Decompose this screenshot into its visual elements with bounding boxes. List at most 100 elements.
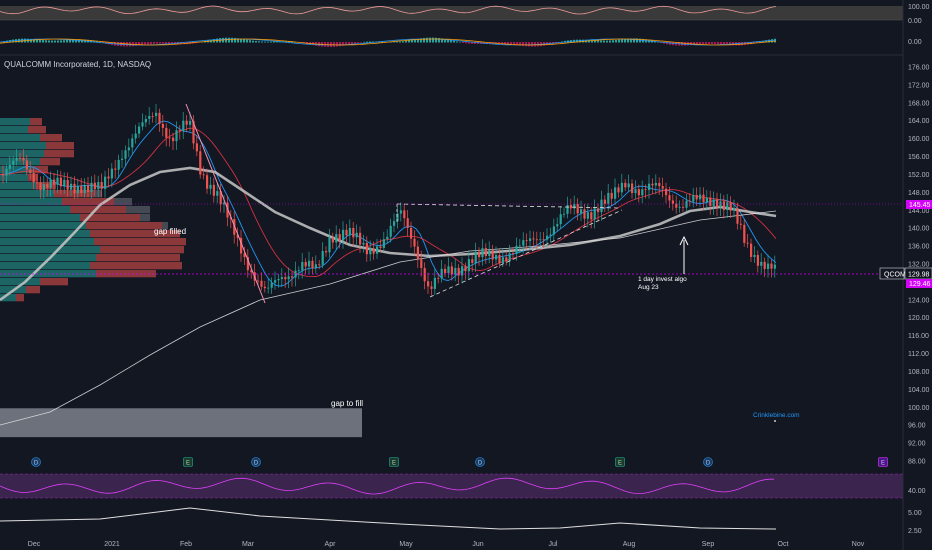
macd-histogram-bar <box>180 42 182 45</box>
candle-body <box>134 133 137 139</box>
candle-body <box>178 130 181 132</box>
candle-body <box>362 242 365 245</box>
x-axis-label: Jun <box>472 541 483 548</box>
candle-body <box>399 210 402 214</box>
macd-histogram-bar <box>744 42 746 45</box>
macd-histogram-bar <box>261 41 263 43</box>
candle-body <box>566 204 569 214</box>
dividend-badge <box>31 457 41 467</box>
macd-histogram-bar <box>228 37 230 43</box>
x-axis-label: Aug <box>623 541 636 548</box>
price-tag-upper: 145.45 <box>909 202 931 209</box>
candle-body <box>8 164 11 169</box>
volume-profile-down-bar <box>94 238 186 246</box>
candle-body <box>12 160 15 165</box>
volume-profile-down-bar <box>54 190 94 198</box>
candle-body <box>151 115 154 117</box>
candle-body <box>580 209 583 214</box>
volume-profile-down-bar <box>44 150 74 158</box>
candle-body <box>634 189 637 194</box>
macd-histogram-bar <box>444 38 446 43</box>
volume-profile-up-bar <box>0 190 54 198</box>
candle-body <box>447 266 450 274</box>
candle-body <box>206 175 209 189</box>
macd-histogram-bar <box>78 39 80 43</box>
candle-body <box>19 157 22 159</box>
ema-slow-line <box>0 127 777 278</box>
macd-histogram-bar <box>408 40 410 43</box>
candle-body <box>467 259 470 272</box>
candle-body <box>671 200 674 204</box>
candle-body <box>185 120 188 125</box>
candle-body <box>277 278 280 281</box>
candle-body <box>318 264 321 266</box>
candle-body <box>484 248 487 256</box>
macd-histogram-bar <box>519 42 521 46</box>
candle-body <box>617 187 620 193</box>
volume-profile-down-bar <box>80 214 140 222</box>
candle-body <box>263 286 266 289</box>
gap-to-fill-zone <box>0 408 362 438</box>
candle-body <box>736 208 739 224</box>
macd-histogram-bar <box>741 42 743 46</box>
price-tag-lower-bg <box>906 279 932 288</box>
dividend-badge-letter: D <box>254 461 259 467</box>
candle-body <box>614 187 617 199</box>
candle-body <box>709 197 712 206</box>
macd-histogram-bar <box>243 39 245 43</box>
candle-body <box>338 234 341 241</box>
macd-histogram-bar <box>342 42 344 46</box>
candle-body <box>240 237 243 254</box>
candle-body <box>29 169 32 174</box>
macd-histogram-bar <box>501 42 503 44</box>
macd-histogram-bar <box>249 40 251 43</box>
macd-histogram-bar <box>729 42 731 46</box>
macd-histogram-bar <box>45 40 47 43</box>
macd-histogram-bar <box>774 38 776 43</box>
earnings-badge-letter: E <box>186 461 190 467</box>
volume-profile-up-bar <box>0 198 62 206</box>
candle-body <box>508 253 511 262</box>
macd-histogram-bar <box>96 41 98 43</box>
candle-body <box>423 267 426 282</box>
candle-body <box>223 202 226 205</box>
candle-body <box>175 130 178 142</box>
volume-profile-down-bar <box>90 262 182 270</box>
candle-body <box>675 203 678 208</box>
candle-body <box>416 246 419 260</box>
candle-body <box>321 251 324 265</box>
macd-histogram-bar <box>63 40 65 43</box>
macd-histogram-bar <box>246 39 248 43</box>
macd-histogram-bar <box>336 42 338 47</box>
macd-histogram-bar <box>696 42 698 45</box>
volume-profile-up-bar <box>0 158 40 166</box>
candle-body <box>641 189 644 196</box>
candle-body <box>433 277 436 289</box>
candle-body <box>501 257 504 264</box>
price-axis-label: 100.00 <box>908 405 930 412</box>
macd-histogram-bar <box>699 42 701 45</box>
macd-histogram-bar <box>393 41 395 43</box>
candle-body <box>389 225 392 237</box>
price-axis-label: 96.00 <box>908 423 926 430</box>
macd-histogram-bar <box>258 41 260 43</box>
candle-body <box>576 204 579 214</box>
volume-profile-extra-bar <box>140 214 150 222</box>
candle-body <box>474 251 477 263</box>
volume-profile-down-bar <box>16 294 24 302</box>
resistance-line <box>396 203 621 209</box>
candle-body <box>719 201 722 208</box>
candle-body <box>464 266 467 272</box>
macd-histogram-bar <box>270 41 272 43</box>
macd-histogram-bar <box>708 42 710 44</box>
macd-histogram-bar <box>486 42 488 44</box>
macd-histogram-bar <box>693 42 695 45</box>
macd-histogram-bar <box>288 41 290 43</box>
macd-panel-label: 0.00 <box>908 39 922 46</box>
macd-histogram-bar <box>30 38 32 43</box>
macd-histogram-bar <box>594 40 596 43</box>
macd-histogram-bar <box>747 42 749 45</box>
macd-histogram-bar <box>183 42 185 45</box>
macd-histogram-bar <box>474 42 476 44</box>
